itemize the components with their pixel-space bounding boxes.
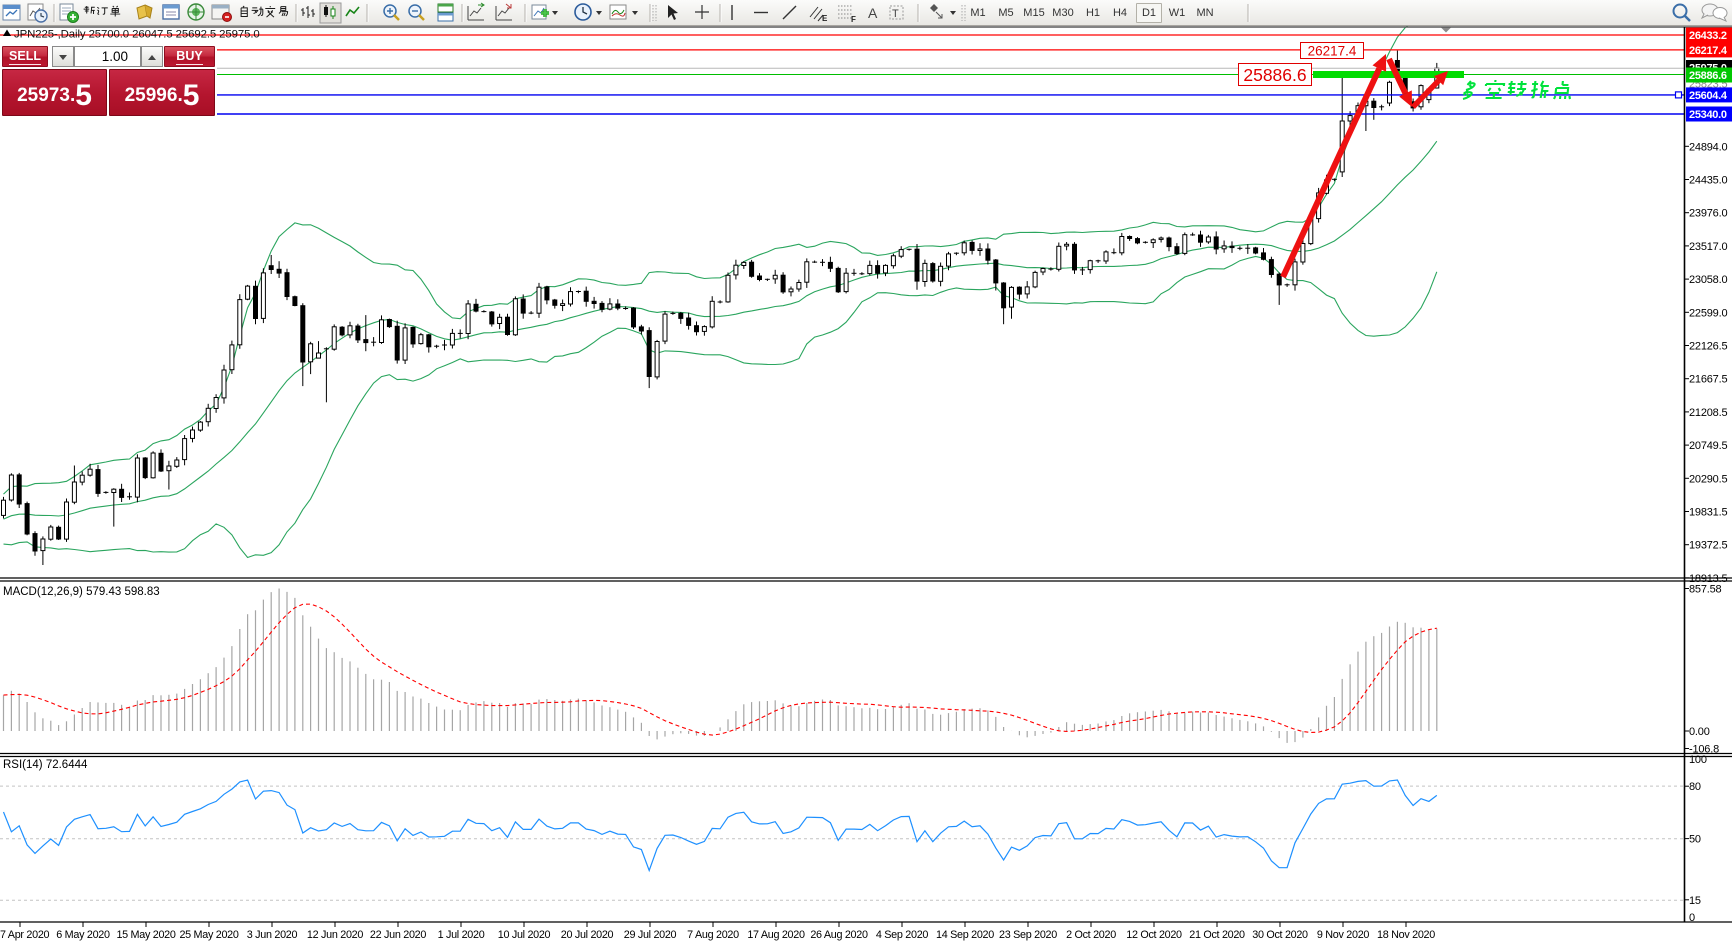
svg-text:F: F xyxy=(851,15,856,24)
svg-text:3 Jun 2020: 3 Jun 2020 xyxy=(247,929,298,941)
svg-text:15: 15 xyxy=(1689,895,1701,907)
svg-text:12 Oct 2020: 12 Oct 2020 xyxy=(1126,929,1182,941)
svg-text:12 Jun 2020: 12 Jun 2020 xyxy=(307,929,363,941)
svg-text:RSI(14) 72.6444: RSI(14) 72.6444 xyxy=(3,759,88,771)
svg-text:24435.0: 24435.0 xyxy=(1689,175,1727,187)
svg-text:24894.0: 24894.0 xyxy=(1689,141,1727,153)
svg-text:22126.5: 22126.5 xyxy=(1689,341,1727,353)
svg-text:50: 50 xyxy=(1689,834,1701,846)
svg-text:23 Sep 2020: 23 Sep 2020 xyxy=(999,929,1057,941)
svg-text:0.00: 0.00 xyxy=(1689,726,1710,738)
svg-text:25886.6: 25886.6 xyxy=(1689,70,1727,82)
svg-text:26433.2: 26433.2 xyxy=(1689,30,1727,42)
svg-text:20290.5: 20290.5 xyxy=(1689,473,1727,485)
svg-text:7 Apr 2020: 7 Apr 2020 xyxy=(0,929,50,941)
svg-text:9 Nov 2020: 9 Nov 2020 xyxy=(1317,929,1370,941)
svg-text:4 Sep 2020: 4 Sep 2020 xyxy=(876,929,929,941)
svg-text:A: A xyxy=(868,5,878,21)
svg-text:JPN225-,Daily 25700.0 26047.5: JPN225-,Daily 25700.0 26047.5 25692.5 25… xyxy=(14,29,260,41)
svg-text:E: E xyxy=(822,14,828,23)
svg-text:26 Aug 2020: 26 Aug 2020 xyxy=(810,929,868,941)
svg-text:23976.0: 23976.0 xyxy=(1689,208,1727,220)
svg-text:19831.5: 19831.5 xyxy=(1689,507,1727,519)
svg-text:25886.6: 25886.6 xyxy=(1243,65,1306,85)
svg-text:T: T xyxy=(892,8,899,20)
svg-text:26217.4: 26217.4 xyxy=(1308,44,1357,59)
svg-text:15 May 2020: 15 May 2020 xyxy=(116,929,175,941)
svg-text:857.58: 857.58 xyxy=(1689,584,1722,596)
svg-text:7 Aug 2020: 7 Aug 2020 xyxy=(687,929,739,941)
svg-text:18913.5: 18913.5 xyxy=(1689,573,1727,585)
svg-text:10 Jul 2020: 10 Jul 2020 xyxy=(498,929,551,941)
svg-text:1 Jul 2020: 1 Jul 2020 xyxy=(438,929,485,941)
svg-text:23058.0: 23058.0 xyxy=(1689,274,1727,286)
svg-text:26217.4: 26217.4 xyxy=(1689,45,1728,57)
svg-text:0: 0 xyxy=(1689,912,1695,924)
svg-text:21208.5: 21208.5 xyxy=(1689,407,1727,419)
svg-text:25604.4: 25604.4 xyxy=(1689,90,1728,102)
svg-text:17 Aug 2020: 17 Aug 2020 xyxy=(747,929,805,941)
svg-text:25 May 2020: 25 May 2020 xyxy=(179,929,238,941)
svg-text:30 Oct 2020: 30 Oct 2020 xyxy=(1252,929,1308,941)
svg-text:80: 80 xyxy=(1689,781,1701,793)
svg-text:22599.0: 22599.0 xyxy=(1689,307,1727,319)
svg-text:100: 100 xyxy=(1689,754,1707,766)
svg-text:25340.0: 25340.0 xyxy=(1689,109,1727,121)
svg-text:21667.5: 21667.5 xyxy=(1689,374,1727,386)
svg-text:20749.5: 20749.5 xyxy=(1689,440,1727,452)
svg-text:14 Sep 2020: 14 Sep 2020 xyxy=(936,929,994,941)
svg-text:-106.8: -106.8 xyxy=(1689,744,1719,756)
svg-text:18 Nov 2020: 18 Nov 2020 xyxy=(1377,929,1435,941)
svg-text:23517.0: 23517.0 xyxy=(1689,241,1727,253)
svg-text:21 Oct 2020: 21 Oct 2020 xyxy=(1189,929,1245,941)
svg-text:19372.5: 19372.5 xyxy=(1689,540,1727,552)
svg-text:29 Jul 2020: 29 Jul 2020 xyxy=(624,929,677,941)
svg-text:22 Jun 2020: 22 Jun 2020 xyxy=(370,929,426,941)
svg-text:20 Jul 2020: 20 Jul 2020 xyxy=(561,929,614,941)
svg-text:2 Oct 2020: 2 Oct 2020 xyxy=(1066,929,1116,941)
svg-text:MACD(12,26,9) 579.43 598.83: MACD(12,26,9) 579.43 598.83 xyxy=(3,586,160,598)
svg-text:6 May 2020: 6 May 2020 xyxy=(56,929,110,941)
